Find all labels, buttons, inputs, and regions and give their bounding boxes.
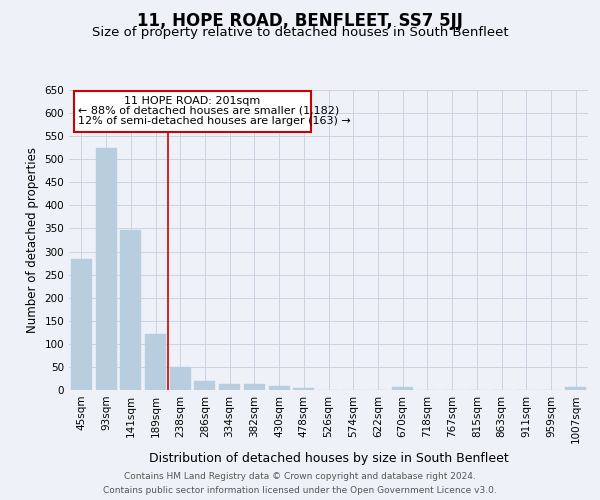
Text: 11, HOPE ROAD, BENFLEET, SS7 5JJ: 11, HOPE ROAD, BENFLEET, SS7 5JJ <box>137 12 463 30</box>
Bar <box>170 368 191 390</box>
Text: 11 HOPE ROAD: 201sqm: 11 HOPE ROAD: 201sqm <box>124 96 260 106</box>
Bar <box>95 148 116 390</box>
Y-axis label: Number of detached properties: Number of detached properties <box>26 147 39 333</box>
FancyBboxPatch shape <box>74 91 311 132</box>
Bar <box>71 259 92 390</box>
Bar <box>392 387 413 390</box>
Bar <box>219 384 240 390</box>
X-axis label: Distribution of detached houses by size in South Benfleet: Distribution of detached houses by size … <box>149 452 508 464</box>
Bar <box>194 381 215 390</box>
Text: Contains HM Land Registry data © Crown copyright and database right 2024.: Contains HM Land Registry data © Crown c… <box>124 472 476 481</box>
Bar <box>145 334 166 390</box>
Bar <box>244 384 265 390</box>
Bar <box>293 388 314 390</box>
Text: Size of property relative to detached houses in South Benfleet: Size of property relative to detached ho… <box>92 26 508 39</box>
Bar <box>120 230 141 390</box>
Text: ← 88% of detached houses are smaller (1,182): ← 88% of detached houses are smaller (1,… <box>77 106 339 116</box>
Bar <box>269 386 290 390</box>
Text: Contains public sector information licensed under the Open Government Licence v3: Contains public sector information licen… <box>103 486 497 495</box>
Bar <box>565 387 586 390</box>
Text: 12% of semi-detached houses are larger (163) →: 12% of semi-detached houses are larger (… <box>77 116 350 126</box>
